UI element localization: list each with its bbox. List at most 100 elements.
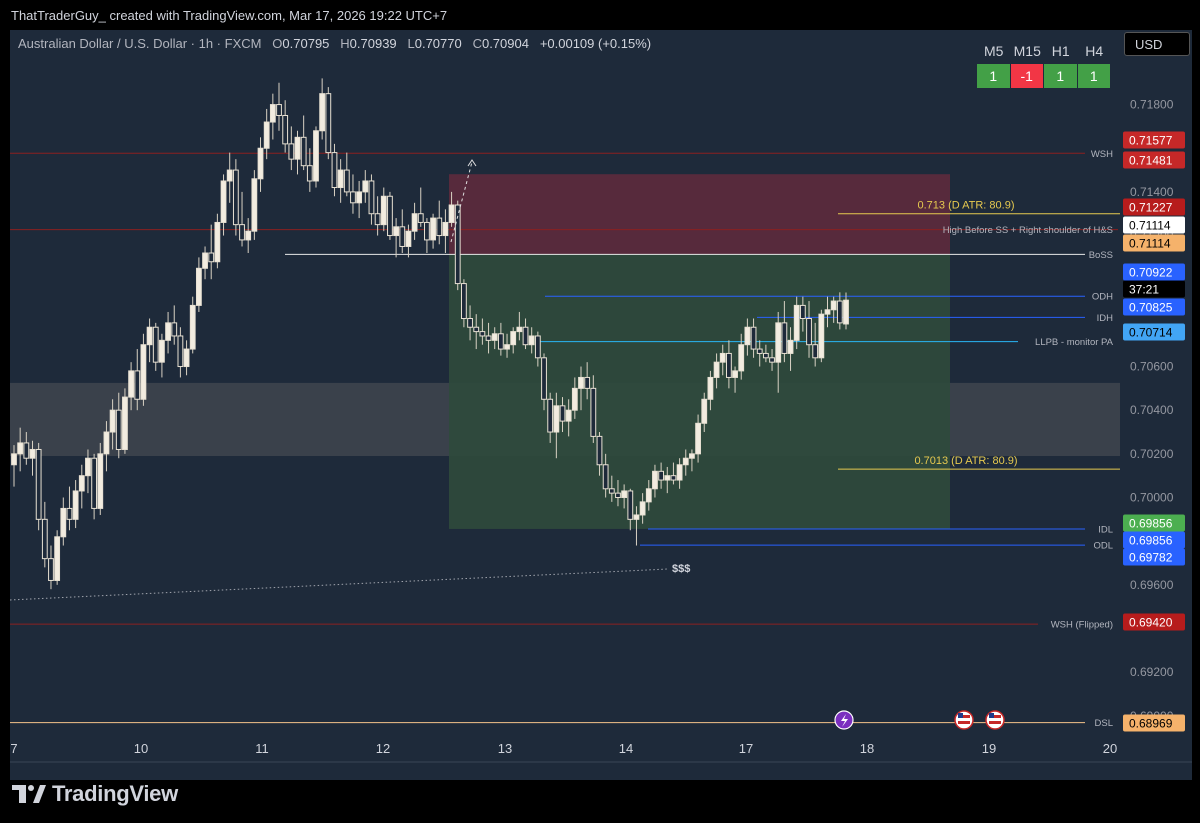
currency-selector[interactable]: USD bbox=[1124, 32, 1190, 56]
candle-body bbox=[115, 409, 122, 450]
candle-body bbox=[78, 475, 85, 492]
liquidity-line bbox=[9, 568, 669, 601]
x-tick-5: 14 bbox=[619, 741, 633, 756]
mtf-header-h4: H4 bbox=[1085, 43, 1104, 59]
risk-zone bbox=[449, 174, 950, 255]
y-tick-1: 0.71400 bbox=[1130, 185, 1174, 199]
candle-body bbox=[707, 376, 714, 400]
candle-body bbox=[399, 226, 406, 247]
candle-body bbox=[658, 470, 665, 481]
candle-body bbox=[251, 178, 258, 232]
candle-body bbox=[239, 224, 245, 241]
candle-body bbox=[109, 409, 116, 433]
candle-body bbox=[497, 333, 504, 350]
level-label-11: IDL bbox=[1098, 524, 1113, 535]
y-tick-4: 0.70400 bbox=[1130, 403, 1174, 417]
mtf-header-m5: M5 bbox=[984, 43, 1004, 59]
candle-body bbox=[596, 435, 603, 466]
candle-body bbox=[430, 217, 436, 241]
level-label-0: WSH bbox=[1091, 149, 1113, 160]
price-tag-text-15: 0.68969 bbox=[1129, 717, 1173, 731]
candle-body bbox=[405, 230, 412, 247]
price-tag-text-3: 0.71227 bbox=[1129, 201, 1173, 215]
candle-body bbox=[781, 322, 788, 354]
mtf-value-h1: 1 bbox=[1044, 64, 1077, 88]
price-tag-15 bbox=[1123, 714, 1185, 732]
candle-body bbox=[393, 226, 400, 237]
price-tag-text-4: 0.71114 bbox=[1129, 219, 1171, 233]
tradingview-logo-icon bbox=[12, 785, 46, 803]
us-flag-stripe-b-1 bbox=[989, 721, 1001, 724]
candle-body bbox=[744, 326, 751, 346]
price-tag-text-14: 0.69420 bbox=[1129, 616, 1173, 630]
price-tag-3 bbox=[1123, 198, 1185, 216]
atr-label-10: 0.7013 (D ATR: 80.9) bbox=[914, 455, 1017, 467]
chart-credit: ThatTraderGuy_ created with TradingView.… bbox=[11, 8, 448, 23]
high-label: H bbox=[340, 36, 350, 51]
x-tick-9: 20 bbox=[1103, 741, 1117, 756]
level-label-6: ODH bbox=[1092, 292, 1113, 303]
price-tag-text-1: 0.71481 bbox=[1129, 154, 1173, 168]
us-flag-canton-0 bbox=[958, 713, 963, 718]
change-value: +0.00109 (+0.15%) bbox=[539, 36, 652, 51]
y-tick-0: 0.71800 bbox=[1130, 98, 1174, 112]
candle-body bbox=[263, 121, 270, 149]
candle-body bbox=[140, 344, 147, 400]
price-tag-text-5: 0.71114 bbox=[1129, 237, 1171, 251]
candle-body bbox=[454, 204, 461, 285]
candle-body bbox=[843, 299, 849, 325]
candle-body bbox=[300, 136, 307, 167]
candle-body bbox=[448, 204, 455, 223]
price-tag-6 bbox=[1123, 263, 1185, 281]
candle-body bbox=[23, 442, 30, 459]
candle-body bbox=[713, 361, 720, 378]
candle-body bbox=[442, 221, 449, 237]
candle-body bbox=[122, 396, 128, 450]
candle-body bbox=[72, 490, 79, 520]
price-tag-text-8: 0.70825 bbox=[1129, 301, 1173, 315]
candle-body bbox=[60, 507, 67, 538]
candle-body bbox=[17, 442, 24, 455]
price-tag-text-11: 0.69856 bbox=[1129, 517, 1173, 531]
candle-body bbox=[214, 221, 221, 263]
level-label-12: ODL bbox=[1093, 541, 1113, 552]
candle-body bbox=[682, 457, 689, 466]
candle-body bbox=[608, 488, 615, 494]
candle-body bbox=[91, 457, 98, 509]
candle-body bbox=[380, 195, 387, 226]
candle-body bbox=[103, 431, 110, 455]
y-tick-6: 0.70000 bbox=[1130, 491, 1174, 505]
candle-body bbox=[769, 357, 775, 363]
x-tick-4: 13 bbox=[498, 741, 512, 756]
price-tag-11 bbox=[1123, 514, 1185, 532]
price-tag-5 bbox=[1123, 234, 1185, 252]
candle-body bbox=[319, 93, 326, 132]
candle-body bbox=[134, 370, 141, 400]
y-tick-7: 0.69600 bbox=[1130, 578, 1174, 592]
price-tag-text-12: 0.69856 bbox=[1129, 534, 1173, 548]
candle-body bbox=[11, 453, 17, 466]
y-tick-5: 0.70200 bbox=[1130, 447, 1174, 461]
candle-body bbox=[787, 339, 794, 354]
candle-body bbox=[645, 488, 652, 503]
candle-body bbox=[220, 180, 227, 223]
reward-zone bbox=[449, 254, 950, 529]
candle-body bbox=[726, 352, 732, 378]
candle-body bbox=[676, 464, 683, 481]
candle-body bbox=[85, 457, 91, 477]
price-tag-text-6: 0.70922 bbox=[1129, 266, 1173, 280]
candle-body bbox=[621, 490, 628, 499]
candle-body bbox=[565, 409, 572, 422]
x-tick-2: 11 bbox=[255, 741, 269, 756]
candle-body bbox=[282, 114, 289, 145]
candle-body bbox=[276, 104, 282, 116]
candle-body bbox=[756, 348, 763, 354]
candle-body bbox=[306, 165, 313, 182]
candle-body bbox=[294, 136, 301, 160]
candle-body bbox=[639, 501, 646, 516]
level-label-14: WSH (Flipped) bbox=[1051, 620, 1113, 631]
candle-body bbox=[152, 326, 159, 363]
candle-body bbox=[479, 331, 486, 337]
candle-body bbox=[590, 387, 597, 437]
